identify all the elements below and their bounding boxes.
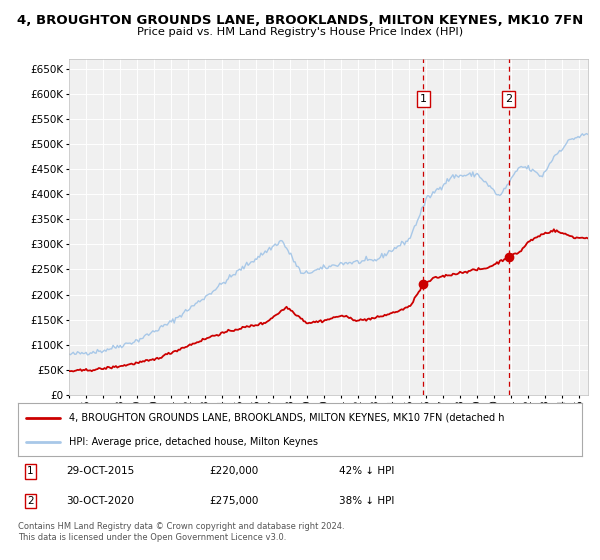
Text: 4, BROUGHTON GROUNDS LANE, BROOKLANDS, MILTON KEYNES, MK10 7FN (detached h: 4, BROUGHTON GROUNDS LANE, BROOKLANDS, M… [69, 413, 504, 423]
Text: £275,000: £275,000 [210, 496, 259, 506]
Text: 42% ↓ HPI: 42% ↓ HPI [340, 466, 395, 477]
Text: 38% ↓ HPI: 38% ↓ HPI [340, 496, 395, 506]
Text: 2: 2 [505, 94, 512, 104]
Text: This data is licensed under the Open Government Licence v3.0.: This data is licensed under the Open Gov… [18, 533, 286, 542]
Text: 1: 1 [27, 466, 34, 477]
Text: 4, BROUGHTON GROUNDS LANE, BROOKLANDS, MILTON KEYNES, MK10 7FN: 4, BROUGHTON GROUNDS LANE, BROOKLANDS, M… [17, 14, 583, 27]
Text: Price paid vs. HM Land Registry's House Price Index (HPI): Price paid vs. HM Land Registry's House … [137, 27, 463, 37]
Text: 2: 2 [27, 496, 34, 506]
Text: £220,000: £220,000 [210, 466, 259, 477]
Text: HPI: Average price, detached house, Milton Keynes: HPI: Average price, detached house, Milt… [69, 437, 318, 447]
Text: 30-OCT-2020: 30-OCT-2020 [66, 496, 134, 506]
Text: Contains HM Land Registry data © Crown copyright and database right 2024.: Contains HM Land Registry data © Crown c… [18, 522, 344, 531]
Text: 29-OCT-2015: 29-OCT-2015 [66, 466, 134, 477]
Text: 1: 1 [420, 94, 427, 104]
